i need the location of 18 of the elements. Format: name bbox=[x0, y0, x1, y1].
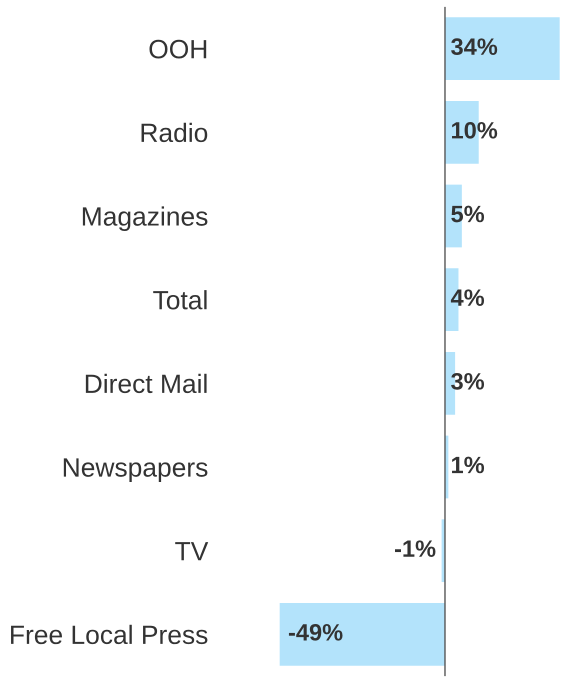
data-label: 10% bbox=[452, 122, 498, 139]
y-tick-label: OOH bbox=[149, 40, 206, 58]
data-label: 5% bbox=[451, 206, 484, 222]
data-label: -49% bbox=[288, 624, 343, 641]
bar bbox=[444, 17, 560, 80]
data-label: 4% bbox=[450, 289, 484, 306]
y-tick-label: Direct Mail bbox=[86, 374, 207, 394]
data-label: 1% bbox=[452, 456, 484, 474]
data-label: 3% bbox=[451, 372, 484, 390]
bar bbox=[280, 602, 445, 666]
y-tick-label: Total bbox=[153, 290, 207, 310]
y-tick-label: Free Local Press bbox=[11, 624, 208, 644]
y-tick-label: Newspapers bbox=[64, 458, 208, 482]
y-tick-label: TV bbox=[175, 542, 208, 560]
data-label: -1% bbox=[394, 540, 436, 557]
data-label: 34% bbox=[451, 38, 498, 56]
y-tick-label: Radio bbox=[142, 122, 208, 142]
y-tick-label: Magazines bbox=[82, 206, 208, 232]
